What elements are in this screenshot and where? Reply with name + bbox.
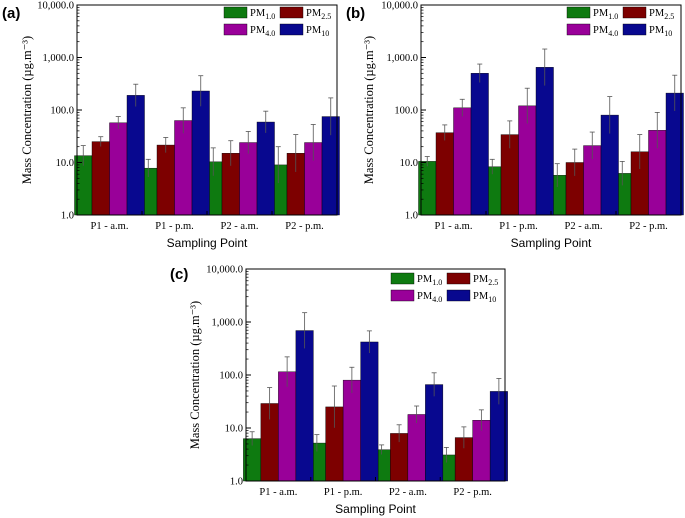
legend-item: PM2.5 (446, 272, 498, 287)
legend-label: PM2.5 (649, 8, 674, 21)
legend-item: PM10 (279, 23, 329, 38)
legend-item: PM2.5 (279, 6, 331, 21)
bar (191, 90, 210, 216)
legend-item: PM4.0 (390, 289, 442, 304)
x-tick-label: P2 - p.m. (453, 487, 492, 498)
bar (407, 414, 426, 482)
y-tick-label: 100.0 (50, 106, 74, 117)
panel-label: (a) (2, 5, 20, 22)
bar (156, 144, 175, 216)
chart-panel-b: (b) 1.0 10.0 100.0 1,000.0 10,000.0 P1 - a.m. P… (346, 1, 684, 250)
x-tick-label: P2 - a.m. (565, 221, 603, 232)
y-axis-title: Mass Concentration (µg.m⁻³) (362, 36, 376, 184)
x-tick-label: P2 - p.m. (285, 221, 324, 232)
legend-swatch (622, 6, 647, 19)
x-tick-label: P2 - p.m. (629, 221, 668, 232)
bar (278, 371, 297, 482)
legend-swatch (279, 6, 304, 19)
y-tick-label: 1.0 (405, 211, 418, 222)
legend-label: PM2.5 (306, 8, 331, 21)
bar (342, 379, 361, 482)
legend-label: PM4.0 (417, 291, 442, 304)
legend-label: PM2.5 (473, 274, 498, 287)
bar (295, 330, 314, 482)
legend-swatch (446, 272, 471, 285)
bar (126, 95, 145, 216)
legend-label: PM10 (649, 25, 672, 38)
bar (435, 132, 454, 216)
legend-swatch (223, 23, 248, 36)
legend-swatch (566, 6, 591, 19)
bar (174, 120, 193, 216)
y-tick-label: 10.0 (225, 424, 243, 435)
legend-swatch (566, 23, 591, 36)
chart-panel-a: (a) 1.0 10.0 100.0 1,000.0 10,000.0 P1 - a.m. P… (2, 1, 340, 250)
y-tick-label: 10.0 (400, 158, 418, 169)
bar (470, 73, 489, 216)
y-tick-label: 1,000.0 (387, 53, 419, 64)
legend-label: PM1.0 (417, 274, 442, 287)
legend-label: PM10 (473, 291, 496, 304)
y-axis-title: Mass Concentration (µg.m⁻³) (188, 301, 202, 449)
legend-label: PM1.0 (593, 8, 618, 21)
y-tick-label: 1.0 (61, 211, 74, 222)
legend-swatch (279, 23, 304, 36)
x-axis-title: Sampling Point (511, 236, 592, 250)
legend-item: PM10 (446, 289, 496, 304)
legend: PM1.0 PM2.5 PM4.0 PM10 (223, 6, 331, 38)
legend-item: PM1.0 (390, 272, 442, 287)
x-tick-label: P1 - p.m. (324, 487, 363, 498)
x-tick-label: P1 - a.m. (259, 487, 297, 498)
y-tick-label: 10.0 (56, 158, 74, 169)
y-tick-label: 10,000.0 (381, 1, 418, 12)
legend-label: PM4.0 (593, 25, 618, 38)
bar (91, 141, 110, 216)
legend-label: PM4.0 (250, 25, 275, 38)
bar (256, 121, 275, 216)
legend-swatch (390, 272, 415, 285)
legend-swatch (390, 289, 415, 302)
legend-swatch (622, 23, 647, 36)
y-tick-label: 100.0 (219, 371, 243, 382)
legend-swatch (223, 6, 248, 19)
x-tick-label: P1 - p.m. (155, 221, 194, 232)
x-tick-label: P2 - a.m. (389, 487, 427, 498)
bar (425, 384, 444, 482)
legend: PM1.0 PM2.5 PM4.0 PM10 (390, 272, 498, 304)
y-tick-label: 10,000.0 (206, 265, 243, 276)
bar (360, 341, 379, 482)
x-axis-title: Sampling Point (167, 236, 248, 250)
x-axis-title: Sampling Point (335, 502, 416, 516)
chart-panel-c: (c) 1.0 10.0 100.0 1,000.0 10,000.0 P1 - a.m. P… (170, 265, 508, 516)
legend-item: PM4.0 (566, 23, 618, 38)
legend-label: PM10 (306, 25, 329, 38)
y-tick-label: 1,000.0 (212, 318, 244, 329)
y-axis-title: Mass Concentration (µg.m⁻³) (20, 36, 34, 184)
legend: PM1.0 PM2.5 PM4.0 PM10 (566, 6, 674, 38)
legend-swatch (446, 289, 471, 302)
legend-item: PM10 (622, 23, 672, 38)
legend-item: PM1.0 (223, 6, 275, 21)
x-tick-label: P1 - a.m. (435, 221, 473, 232)
y-tick-label: 10,000.0 (37, 1, 74, 12)
legend-item: PM1.0 (566, 6, 618, 21)
x-tick-label: P2 - a.m. (221, 221, 259, 232)
y-tick-label: 1,000.0 (43, 53, 75, 64)
x-tick-label: P1 - p.m. (499, 221, 538, 232)
y-tick-label: 100.0 (394, 106, 418, 117)
y-tick-label: 1.0 (230, 477, 243, 488)
bar (109, 122, 128, 216)
panel-label: (c) (170, 266, 188, 283)
legend-label: PM1.0 (250, 8, 275, 21)
x-tick-label: P1 - a.m. (91, 221, 129, 232)
bar (453, 107, 472, 216)
bar (535, 67, 554, 216)
legend-item: PM4.0 (223, 23, 275, 38)
panel-label: (b) (346, 5, 365, 22)
legend-item: PM2.5 (622, 6, 674, 21)
